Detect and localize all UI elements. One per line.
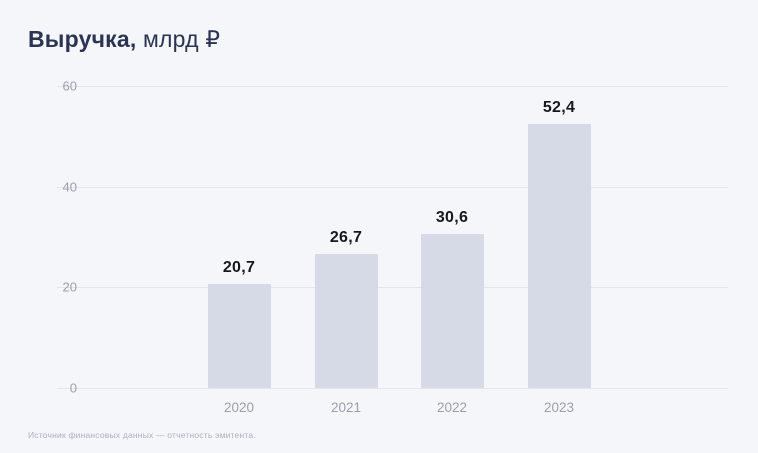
chart-title-units: млрд ₽ bbox=[136, 26, 221, 52]
bar-chart bbox=[57, 86, 728, 389]
gridline bbox=[57, 186, 728, 188]
x-axis-tick-label: 2020 bbox=[223, 400, 255, 415]
bar-2022 bbox=[420, 233, 484, 388]
bar-2023 bbox=[527, 124, 591, 388]
bar-value-label: 30,6 bbox=[435, 208, 469, 226]
y-axis-tick-label: 60 bbox=[62, 78, 77, 94]
x-axis-tick-label: 2023 bbox=[543, 400, 575, 415]
source-note: Источник финансовых данных — отчетность … bbox=[28, 430, 256, 440]
chart-title: Выручка, млрд ₽ bbox=[28, 26, 220, 53]
x-axis-tick-label: 2021 bbox=[330, 400, 362, 415]
x-axis-tick-label: 2022 bbox=[436, 400, 468, 415]
gridline bbox=[57, 388, 728, 389]
y-axis-tick-label: 0 bbox=[69, 380, 77, 396]
chart-title-main: Выручка, bbox=[28, 26, 137, 52]
bar-value-label: 20,7 bbox=[222, 258, 256, 276]
y-axis-tick-label: 40 bbox=[62, 179, 77, 195]
y-axis-tick-label: 20 bbox=[62, 279, 77, 295]
gridline bbox=[57, 86, 728, 87]
bar-value-label: 52,4 bbox=[542, 99, 576, 117]
bar-2021 bbox=[314, 253, 378, 388]
gridline bbox=[57, 287, 728, 289]
bar-value-label: 26,7 bbox=[329, 228, 363, 246]
bar-2020 bbox=[207, 283, 271, 388]
